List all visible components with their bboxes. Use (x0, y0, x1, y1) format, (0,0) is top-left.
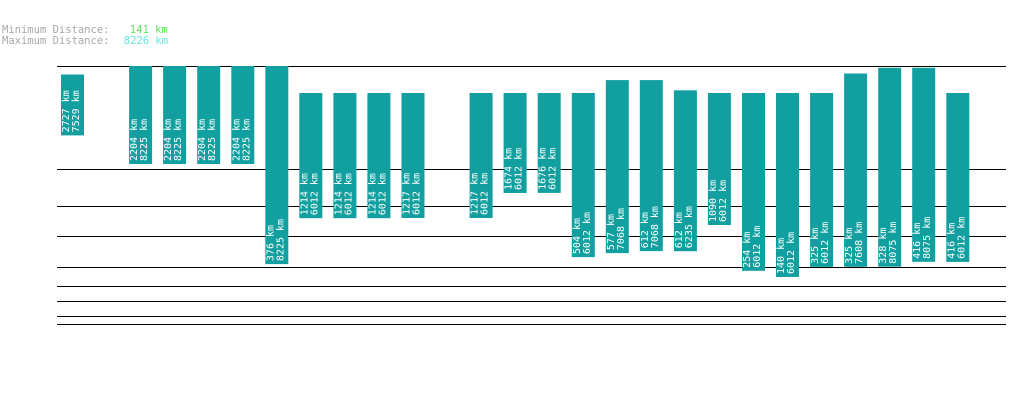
bar-min-label: 1214 km (333, 173, 344, 215)
bar-max-label: 6012 km (343, 173, 354, 215)
bar (129, 66, 153, 164)
bar (844, 73, 868, 267)
bar-min-label: 612 km (640, 212, 651, 248)
bar-min-label: 2204 km (197, 119, 208, 161)
header: Minimum Distance: 141 km Maximum Distanc… (2, 25, 168, 47)
max-distance-value: 8226 km (123, 35, 169, 47)
bar (878, 67, 902, 267)
bar (776, 93, 799, 277)
bar-max-label: 7529 km (71, 90, 82, 132)
bar-max-label: 8075 km (922, 217, 933, 259)
max-distance-row: Maximum Distance: 8226 km (2, 36, 168, 47)
bar (707, 93, 731, 225)
bar (333, 93, 357, 219)
bar-min-label: 1676 km (538, 148, 549, 190)
bar (197, 66, 221, 164)
bar-min-label: 2204 km (231, 119, 242, 161)
bar-max-label: 8075 km (888, 222, 899, 264)
bar (639, 80, 663, 252)
bar (810, 93, 834, 267)
bar-min-label: 416 km (912, 223, 923, 259)
bar-min-label: 2727 km (61, 90, 72, 132)
bar-min-label: 2204 km (129, 119, 140, 161)
bar-max-label: 6012 km (956, 217, 967, 259)
bar (605, 80, 629, 254)
bar-min-label: 140 km (776, 238, 787, 274)
bar-max-label: 6012 km (718, 180, 729, 222)
bar-min-label: 1217 km (402, 173, 413, 215)
bar-min-label: 1217 km (470, 173, 481, 215)
bar-min-label: 254 km (742, 232, 753, 268)
bar-min-label: 376 km (265, 225, 276, 261)
bar (299, 93, 323, 219)
bar (401, 93, 425, 218)
bar-max-label: 8225 km (139, 119, 150, 161)
bar-max-label: 8225 km (207, 119, 218, 161)
bar-min-label: 1214 km (299, 173, 310, 215)
bar-max-label: 6235 km (684, 206, 695, 248)
bar-min-label: 1214 km (367, 173, 378, 215)
bar-max-label: 6012 km (377, 173, 388, 215)
bar-min-label: 416 km (946, 223, 957, 259)
bar-max-label: 8225 km (173, 119, 184, 161)
bar-min-label: 328 km (878, 228, 889, 264)
bar-max-label: 6012 km (582, 212, 593, 254)
bar (265, 66, 289, 265)
bar-max-label: 6012 km (514, 148, 525, 190)
bar-min-label: 325 km (810, 228, 821, 264)
bar (742, 93, 765, 271)
bar (469, 93, 493, 218)
bar-max-label: 6012 km (786, 232, 797, 274)
bar (673, 90, 697, 252)
bar (946, 93, 970, 262)
bar-max-label: 6012 km (480, 173, 491, 215)
bar-min-label: 325 km (844, 228, 855, 264)
min-distance-label: Minimum Distance: (2, 24, 110, 36)
bar (537, 93, 561, 193)
bar (503, 93, 527, 193)
bar-max-label: 8225 km (275, 219, 286, 261)
bar-max-label: 8225 km (241, 119, 252, 161)
bar (163, 66, 187, 164)
bar-max-label: 7068 km (616, 208, 627, 250)
bar (61, 74, 84, 136)
bar-min-label: 504 km (572, 218, 583, 254)
bar-max-label: 6012 km (548, 148, 559, 190)
bar (912, 67, 936, 262)
bar-min-label: 1674 km (504, 148, 515, 190)
bar-max-label: 6012 km (412, 173, 423, 215)
bar-max-label: 6012 km (820, 222, 831, 264)
bar-min-label: 612 km (674, 212, 685, 248)
bar (231, 66, 255, 164)
bar-max-label: 6012 km (309, 173, 320, 215)
bar-min-label: 1090 km (708, 180, 719, 222)
bar-max-label: 6012 km (752, 226, 763, 268)
bar-min-label: 577 km (606, 214, 617, 250)
bar (571, 93, 595, 258)
bar-min-label: 2204 km (163, 119, 174, 161)
bar (367, 93, 391, 219)
bar-max-label: 7068 km (650, 206, 661, 248)
max-distance-label: Maximum Distance: (2, 35, 110, 47)
bar-max-label: 7608 km (854, 222, 865, 264)
min-distance-row: Minimum Distance: 141 km (2, 25, 168, 36)
min-distance-value: 141 km (129, 24, 168, 36)
